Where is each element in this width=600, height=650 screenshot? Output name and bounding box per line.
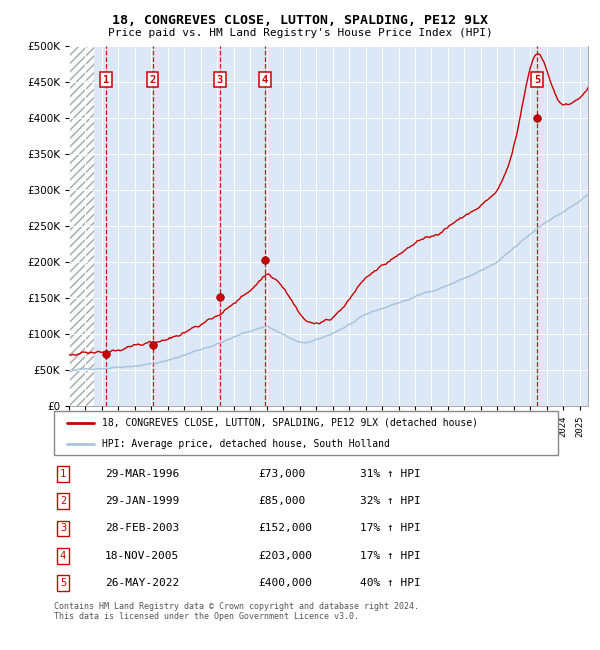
Text: £400,000: £400,000 xyxy=(258,578,312,588)
Text: £152,000: £152,000 xyxy=(258,523,312,534)
Text: 2: 2 xyxy=(60,496,66,506)
Text: Contains HM Land Registry data © Crown copyright and database right 2024.
This d: Contains HM Land Registry data © Crown c… xyxy=(54,602,419,621)
Text: 28-FEB-2003: 28-FEB-2003 xyxy=(105,523,179,534)
Text: 29-JAN-1999: 29-JAN-1999 xyxy=(105,496,179,506)
Text: 18, CONGREVES CLOSE, LUTTON, SPALDING, PE12 9LX: 18, CONGREVES CLOSE, LUTTON, SPALDING, P… xyxy=(112,14,488,27)
Text: 5: 5 xyxy=(534,75,540,84)
Text: 31% ↑ HPI: 31% ↑ HPI xyxy=(360,469,421,479)
Text: 4: 4 xyxy=(262,75,268,84)
Text: 3: 3 xyxy=(60,523,66,534)
Text: £85,000: £85,000 xyxy=(258,496,305,506)
Text: 5: 5 xyxy=(60,578,66,588)
Text: 18, CONGREVES CLOSE, LUTTON, SPALDING, PE12 9LX (detached house): 18, CONGREVES CLOSE, LUTTON, SPALDING, P… xyxy=(102,418,478,428)
Text: 29-MAR-1996: 29-MAR-1996 xyxy=(105,469,179,479)
Bar xyxy=(69,46,94,406)
Text: 40% ↑ HPI: 40% ↑ HPI xyxy=(360,578,421,588)
Text: 4: 4 xyxy=(60,551,66,561)
Text: Price paid vs. HM Land Registry's House Price Index (HPI): Price paid vs. HM Land Registry's House … xyxy=(107,28,493,38)
Text: £203,000: £203,000 xyxy=(258,551,312,561)
FancyBboxPatch shape xyxy=(54,411,558,455)
Text: 17% ↑ HPI: 17% ↑ HPI xyxy=(360,523,421,534)
Text: 3: 3 xyxy=(217,75,223,84)
Text: 1: 1 xyxy=(103,75,109,84)
Text: HPI: Average price, detached house, South Holland: HPI: Average price, detached house, Sout… xyxy=(102,439,390,449)
Text: 32% ↑ HPI: 32% ↑ HPI xyxy=(360,496,421,506)
Text: 2: 2 xyxy=(149,75,156,84)
Text: 17% ↑ HPI: 17% ↑ HPI xyxy=(360,551,421,561)
Text: 1: 1 xyxy=(60,469,66,479)
Text: 18-NOV-2005: 18-NOV-2005 xyxy=(105,551,179,561)
Text: 26-MAY-2022: 26-MAY-2022 xyxy=(105,578,179,588)
Text: £73,000: £73,000 xyxy=(258,469,305,479)
